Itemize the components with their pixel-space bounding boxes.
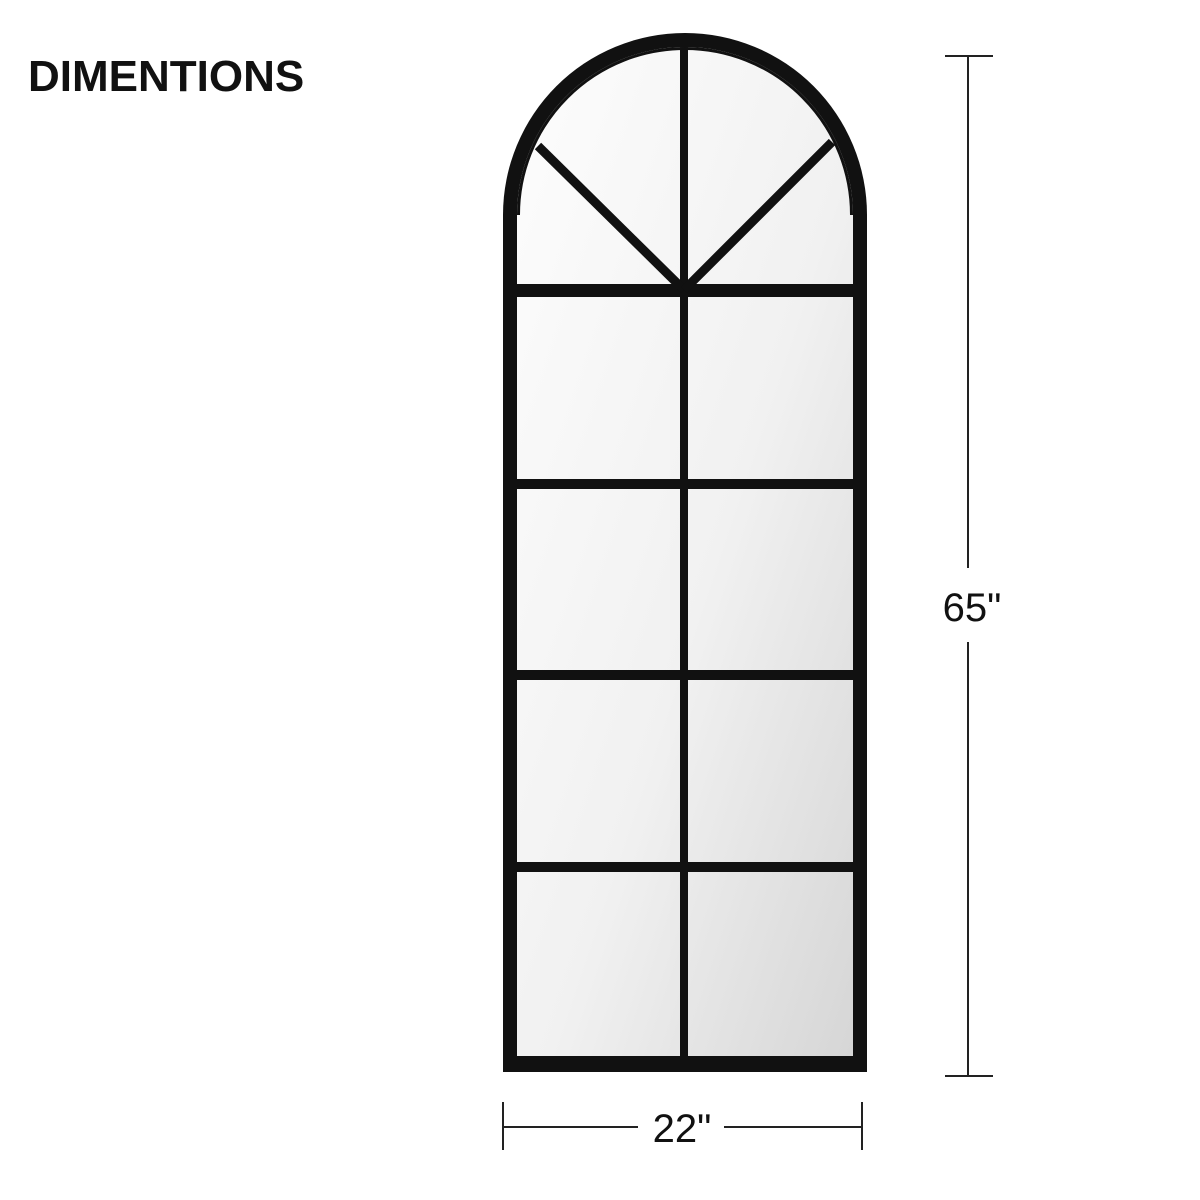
arch-diagonal-left bbox=[534, 142, 688, 294]
horizontal-bar-3 bbox=[517, 862, 853, 872]
page-title: DIMENTIONS bbox=[28, 52, 305, 101]
arch-diagonal-right bbox=[680, 138, 836, 294]
height-label: 65" bbox=[943, 586, 1002, 630]
height-dimension: 65" bbox=[943, 55, 1002, 1077]
horizontal-bar-2 bbox=[517, 670, 853, 680]
center-mullion bbox=[680, 47, 688, 1056]
width-dimension: 22" bbox=[502, 1102, 863, 1151]
mirror-frame bbox=[503, 33, 867, 1072]
horizontal-bar-1 bbox=[517, 479, 853, 489]
window-grid bbox=[517, 47, 853, 1056]
width-label: 22" bbox=[653, 1107, 712, 1151]
